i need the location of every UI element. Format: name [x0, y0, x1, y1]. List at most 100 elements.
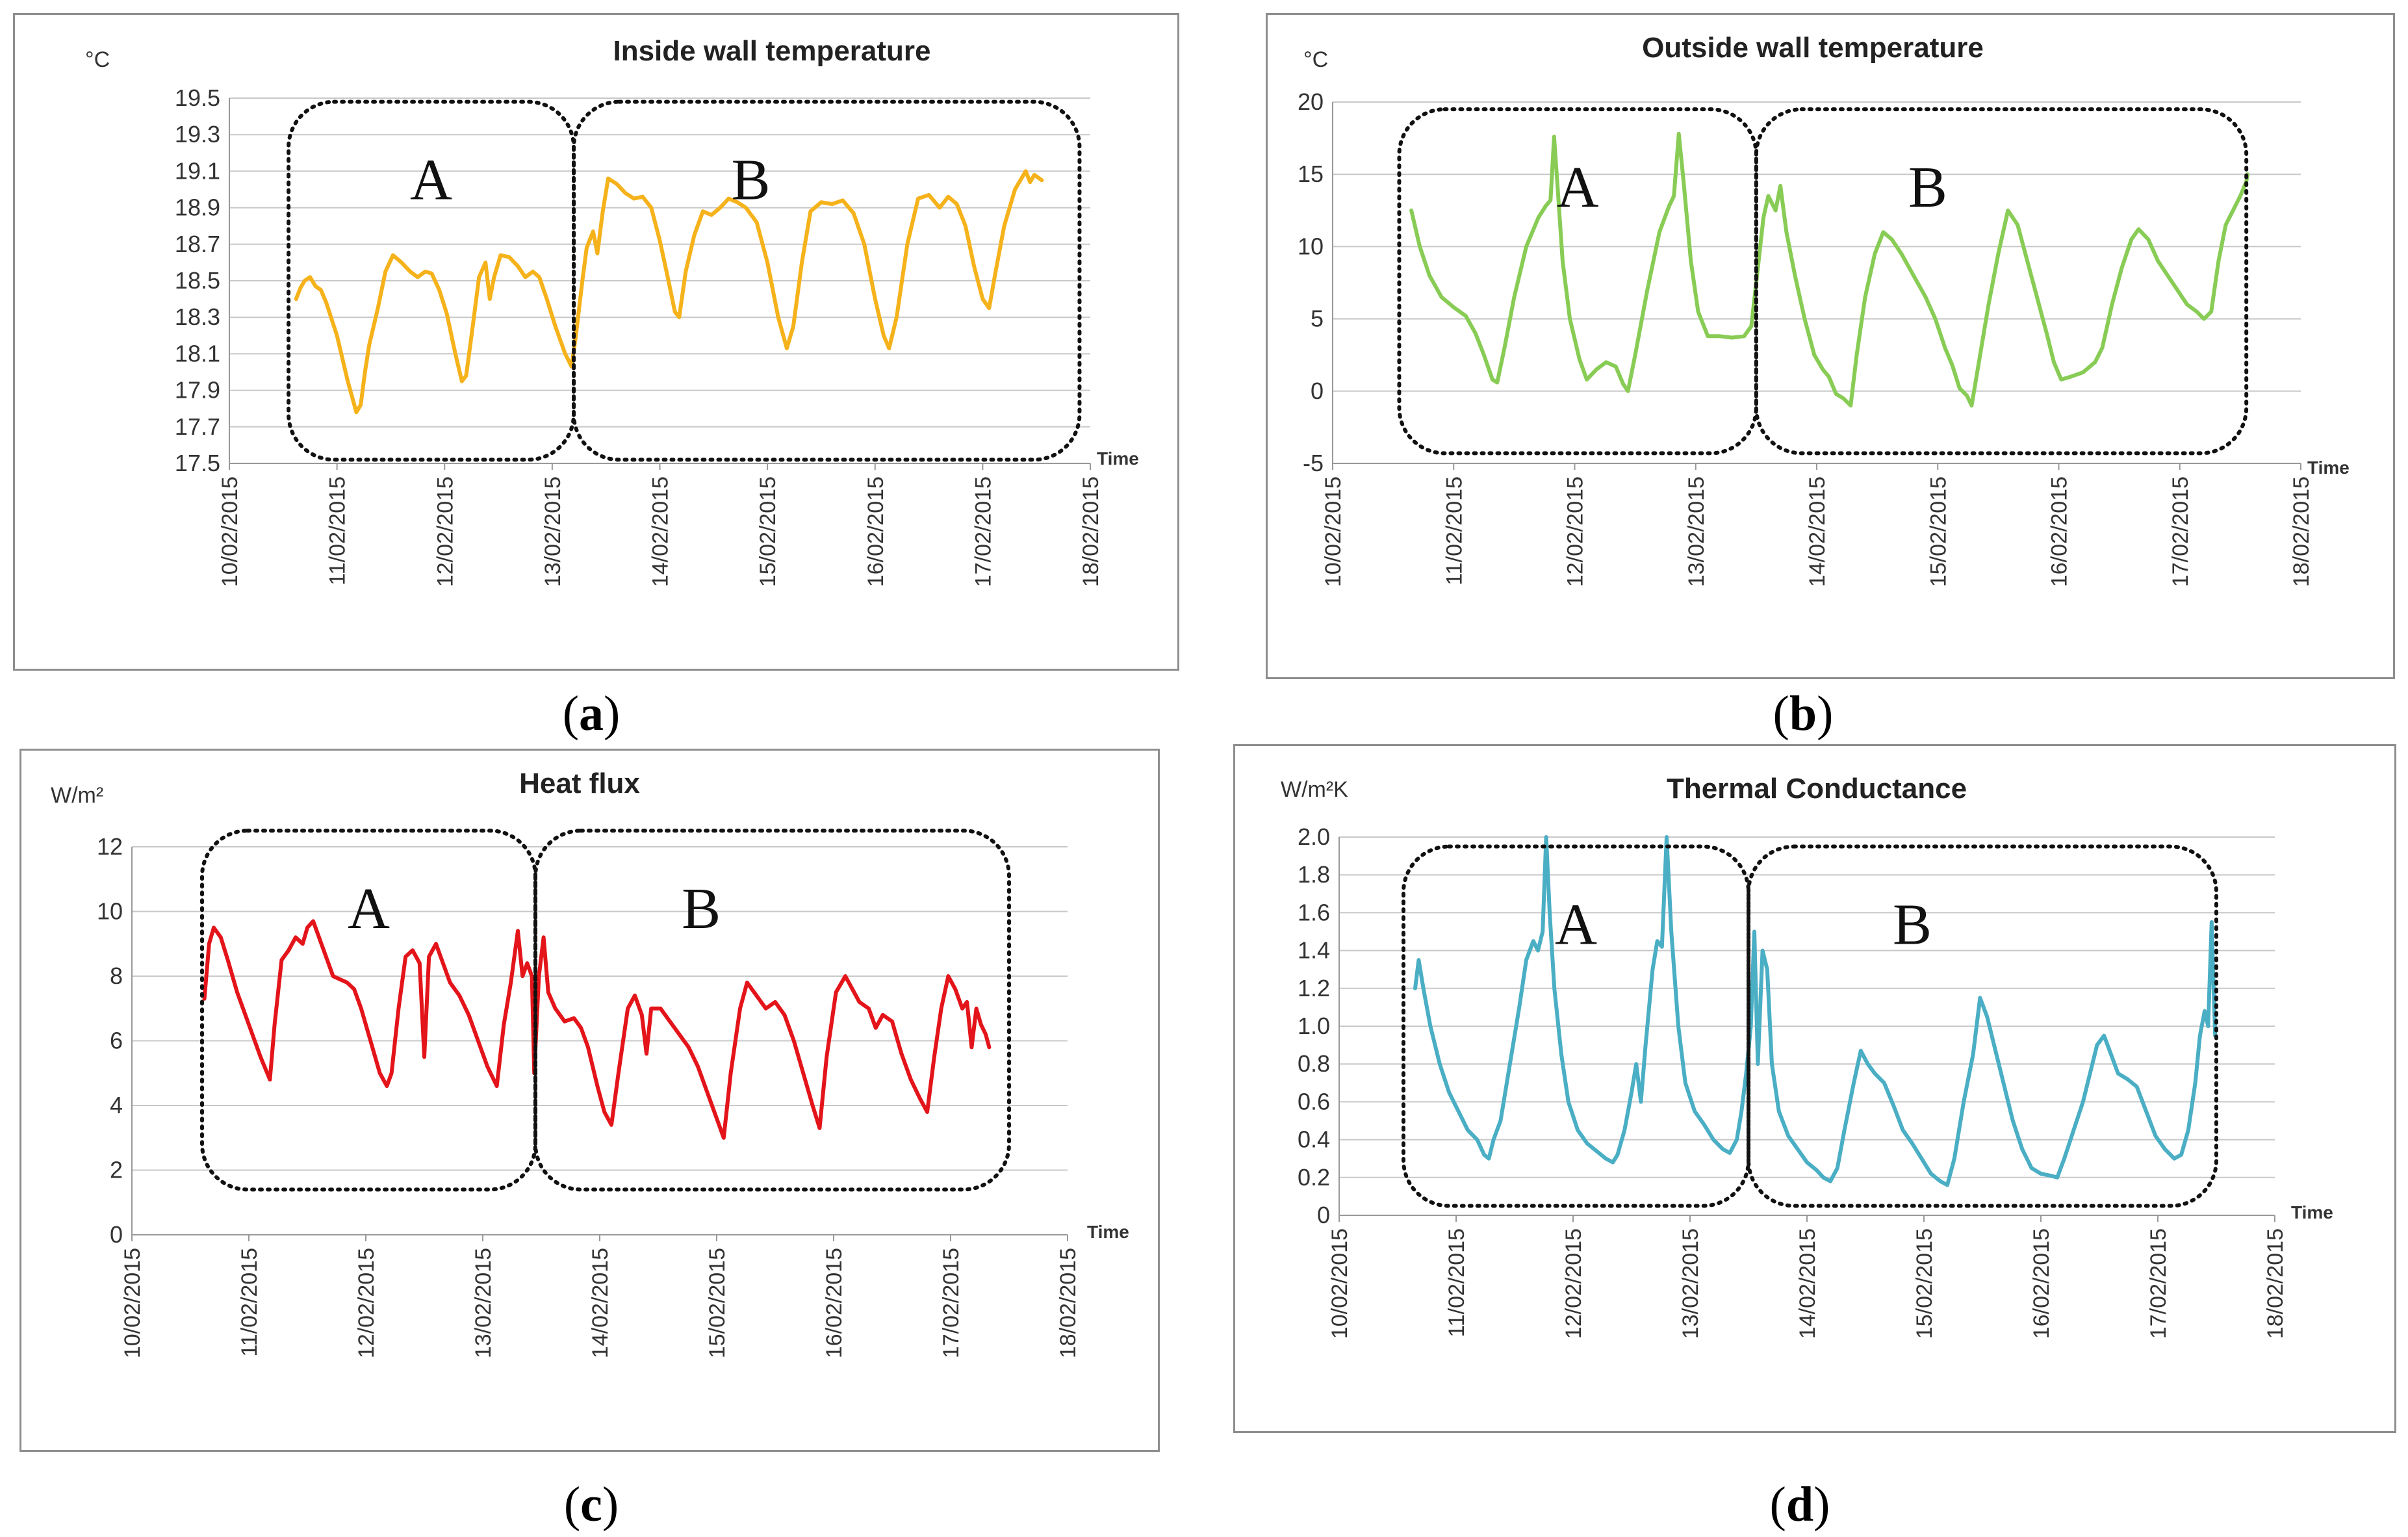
x-tick-label-a: 15/02/2015 [756, 476, 780, 587]
x-tick-label-c: 18/02/2015 [1056, 1248, 1081, 1358]
x-tick-label-d: 13/02/2015 [1678, 1228, 1703, 1339]
y-tick-label-d: 0.8 [1298, 1050, 1330, 1077]
y-tick-label-c: 4 [110, 1092, 123, 1118]
y-tick-label-c: 12 [97, 833, 123, 860]
caption-d-letter: d [1786, 1477, 1814, 1532]
x-tick-label-a: 12/02/2015 [433, 476, 457, 587]
y-tick-label-d: 0.6 [1298, 1088, 1330, 1115]
x-axis-title-d: Time [2291, 1202, 2333, 1222]
y-tick-label-a: 17.7 [175, 413, 220, 440]
y-tick-label-d: 2.0 [1298, 823, 1330, 850]
y-tick-label-d: 0.2 [1298, 1164, 1330, 1191]
x-tick-label-c: 17/02/2015 [939, 1248, 964, 1358]
x-tick-label-a: 17/02/2015 [971, 476, 995, 587]
caption-b: (b) [1773, 686, 1834, 741]
x-tick-label-a: 11/02/2015 [326, 476, 350, 586]
x-tick-label-a: 16/02/2015 [864, 476, 888, 587]
y-tick-label-a: 18.3 [175, 304, 220, 330]
x-axis-title-b: Time [2307, 458, 2350, 478]
chart-svg-d: Thermal Conductance W/m²K 0 0.2 0.4 0.6 0.8 1.0… [1281, 773, 2333, 1339]
y-tick-label-b: 15 [1298, 161, 1324, 187]
chart-panel-b: Outside wall temperature °C -5 0 5 10 15 20 10/0… [1266, 13, 2395, 679]
y-tick-label-b: -5 [1303, 450, 1324, 476]
chart-title-d: Thermal Conductance [1667, 773, 1967, 805]
region-box-b-c [533, 829, 1011, 1192]
chart-svg-b: Outside wall temperature °C -5 0 5 10 15 20 10/0… [1298, 32, 2350, 587]
caption-c: (c) [563, 1477, 619, 1532]
y-tick-label-d: 1.8 [1298, 861, 1330, 888]
x-tick-label-d: 17/02/2015 [2146, 1228, 2171, 1339]
region-label-a-b: A [1557, 155, 1599, 220]
x-tick-label-b: 14/02/2015 [1805, 476, 1830, 587]
x-tick-label-b: 17/02/2015 [2168, 476, 2193, 587]
y-tick-label-a: 19.1 [175, 157, 220, 184]
y-tick-label-d: 1.2 [1298, 975, 1330, 1001]
region-box-a-d [1402, 844, 1750, 1208]
y-tick-label-c: 0 [110, 1221, 123, 1248]
x-tick-label-a: 14/02/2015 [648, 476, 673, 587]
x-tick-label-a: 18/02/2015 [1079, 476, 1103, 587]
y-unit-b: °C [1303, 47, 1328, 72]
chart-title-b: Outside wall temperature [1642, 32, 1984, 64]
series-line-b [1409, 131, 2249, 407]
chart-panel-d: Thermal Conductance W/m²K 0 0.2 0.4 0.6 0.8 1.0… [1233, 744, 2396, 1433]
y-tick-label-a: 18.7 [175, 231, 220, 257]
y-tick-label-a: 18.5 [175, 267, 220, 294]
y-tick-label-a: 17.5 [175, 450, 220, 476]
region-label-b-a: B [731, 148, 770, 213]
x-tick-label-d: 18/02/2015 [2263, 1228, 2288, 1339]
series-line-d [1413, 835, 2218, 1187]
x-tick-label-c: 15/02/2015 [705, 1248, 730, 1358]
x-axis-title-c: Time [1087, 1222, 1129, 1242]
y-tick-label-a: 17.9 [175, 377, 220, 404]
region-box-b-d [1747, 844, 2218, 1208]
region-box-b-b [1754, 107, 2249, 456]
y-tick-label-a: 19.3 [175, 121, 220, 148]
x-tick-label-b: 10/02/2015 [1321, 476, 1346, 587]
x-tick-label-b: 18/02/2015 [2289, 476, 2314, 587]
x-tick-label-c: 12/02/2015 [354, 1248, 379, 1358]
y-tick-label-c: 10 [97, 898, 123, 925]
x-tick-label-b: 11/02/2015 [1442, 476, 1467, 586]
chart-title-c: Heat flux [519, 768, 640, 799]
chart-panel-c: Heat flux W/m² 0 2 4 6 8 10 12 10/02/2015 11/02/20… [19, 749, 1160, 1452]
y-unit-a: °C [85, 47, 110, 72]
y-tick-label-d: 1.0 [1298, 1013, 1330, 1039]
chart-svg-c: Heat flux W/m² 0 2 4 6 8 10 12 10/02/2015 11/02/20… [51, 768, 1129, 1358]
caption-a: (a) [562, 686, 621, 741]
chart-title-a: Inside wall temperature [613, 35, 930, 67]
x-tick-label-d: 15/02/2015 [1912, 1228, 1937, 1339]
x-tick-label-d: 11/02/2015 [1444, 1228, 1469, 1337]
region-label-a-d: A [1555, 893, 1597, 957]
y-tick-label-d: 0 [1317, 1202, 1330, 1228]
y-tick-label-b: 10 [1298, 233, 1324, 259]
series-line-a [294, 169, 1044, 415]
x-tick-label-a: 13/02/2015 [541, 476, 565, 587]
y-tick-label-c: 6 [110, 1027, 123, 1054]
region-label-a-a: A [410, 148, 452, 213]
caption-c-letter: c [580, 1477, 602, 1532]
x-tick-label-d: 16/02/2015 [2029, 1228, 2054, 1339]
region-box-b-a [572, 99, 1082, 462]
x-tick-label-b: 13/02/2015 [1684, 476, 1709, 587]
y-tick-label-d: 1.6 [1298, 899, 1330, 925]
caption-a-letter: a [579, 686, 604, 741]
y-tick-label-b: 5 [1311, 305, 1324, 332]
y-unit-c: W/m² [51, 783, 103, 808]
x-tick-label-c: 13/02/2015 [471, 1248, 496, 1358]
y-tick-label-a: 18.9 [175, 194, 220, 221]
y-tick-label-a: 18.1 [175, 340, 220, 367]
y-unit-d: W/m²K [1281, 777, 1348, 802]
x-tick-label-c: 11/02/2015 [237, 1248, 262, 1357]
region-label-b-c: B [682, 877, 721, 941]
x-tick-label-a: 10/02/2015 [218, 476, 242, 587]
x-axis-title-a: Time [1097, 448, 1139, 469]
y-tick-label-d: 1.4 [1298, 937, 1330, 964]
x-tick-label-b: 16/02/2015 [2047, 476, 2072, 587]
y-tick-label-d: 0.4 [1298, 1126, 1330, 1153]
region-label-b-d: B [1893, 893, 1932, 957]
caption-b-letter: b [1789, 686, 1817, 741]
region-label-a-c: A [348, 877, 390, 941]
y-tick-label-b: 0 [1311, 378, 1324, 404]
region-label-b-b: B [1908, 155, 1947, 220]
